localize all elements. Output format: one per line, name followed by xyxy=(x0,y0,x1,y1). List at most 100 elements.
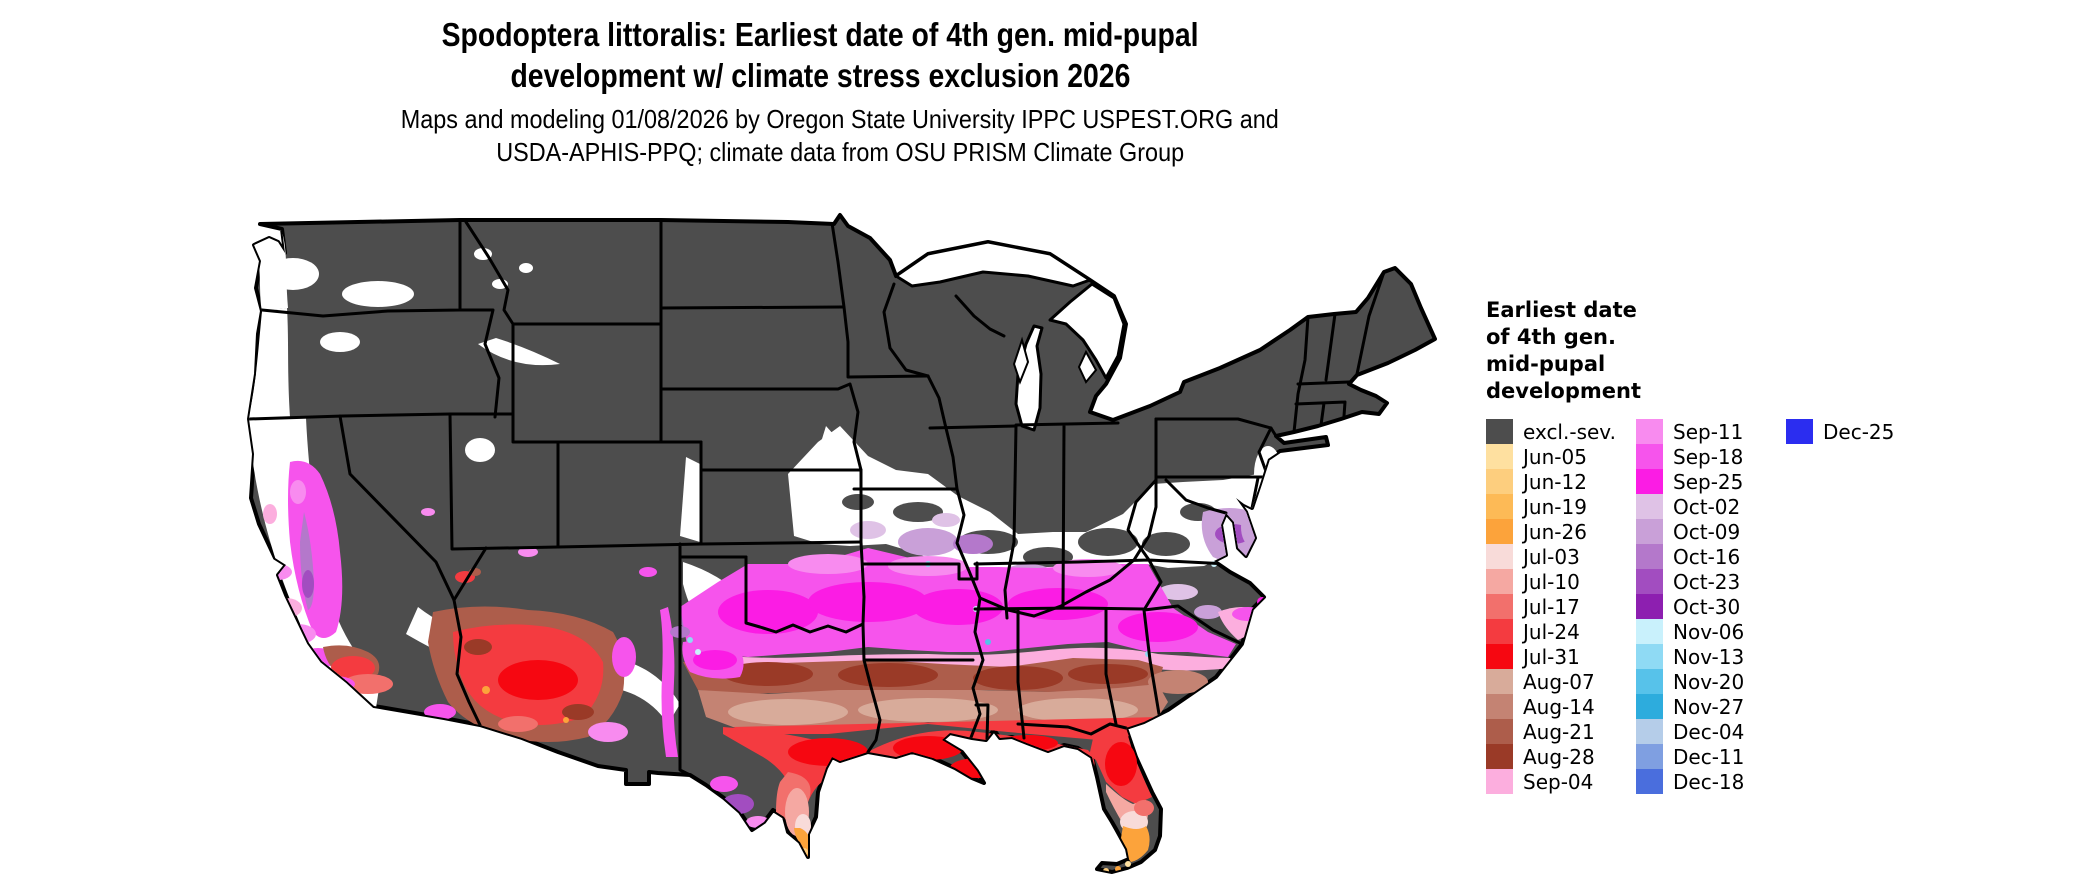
legend-item: Aug-07 xyxy=(1486,669,1636,694)
legend-swatch xyxy=(1486,469,1513,494)
legend-swatch xyxy=(1486,644,1513,669)
legend-item: Jul-31 xyxy=(1486,644,1636,669)
legend-item: Aug-28 xyxy=(1486,744,1636,769)
legend-item: Jun-05 xyxy=(1486,444,1636,469)
legend-label: Dec-18 xyxy=(1673,769,1745,794)
legend-item: Jun-26 xyxy=(1486,519,1636,544)
legend-label: Dec-25 xyxy=(1823,419,1895,444)
legend-label: Sep-11 xyxy=(1673,419,1744,444)
legend-swatch xyxy=(1486,494,1513,519)
legend-label: Nov-13 xyxy=(1673,644,1745,669)
saginaw-bay xyxy=(1077,349,1098,384)
legend-swatch xyxy=(1636,569,1663,594)
legend-item: Nov-20 xyxy=(1636,669,1786,694)
legend-swatch xyxy=(1636,719,1663,744)
legend-label: Nov-06 xyxy=(1673,619,1745,644)
legend-item: Aug-21 xyxy=(1486,719,1636,744)
legend-swatch xyxy=(1636,544,1663,569)
legend-swatch xyxy=(1636,594,1663,619)
legend-swatch xyxy=(1486,719,1513,744)
legend-swatch xyxy=(1486,619,1513,644)
legend-swatch xyxy=(1786,419,1813,444)
legend-label: Sep-25 xyxy=(1673,469,1744,494)
legend-item: Nov-27 xyxy=(1636,694,1786,719)
legend-swatch xyxy=(1486,544,1513,569)
legend-item: Oct-23 xyxy=(1636,569,1786,594)
figure-title-line1-text: Spodoptera littoralis: Earliest date of … xyxy=(441,16,1199,53)
figure-title-line1: Spodoptera littoralis: Earliest date of … xyxy=(0,14,1640,55)
legend-item: Sep-18 xyxy=(1636,444,1786,469)
legend-item: Oct-02 xyxy=(1636,494,1786,519)
legend-item: Dec-04 xyxy=(1636,719,1786,744)
legend-label: Dec-04 xyxy=(1673,719,1745,744)
lake-huron xyxy=(1048,282,1126,380)
figure-subtitle-line1-text: Maps and modeling 01/08/2026 by Oregon S… xyxy=(401,104,1279,134)
legend-item: Dec-18 xyxy=(1636,769,1786,794)
legend-swatch xyxy=(1486,419,1513,444)
legend-item: Jul-10 xyxy=(1486,569,1636,594)
legend-swatch xyxy=(1636,744,1663,769)
legend-swatch xyxy=(1486,669,1513,694)
legend-swatch xyxy=(1486,594,1513,619)
legend-swatch xyxy=(1486,769,1513,794)
legend-label: Oct-02 xyxy=(1673,494,1741,519)
figure-title-line2: development w/ climate stress exclusion … xyxy=(0,55,1640,96)
legend-column-1: excl.-sev. Jun-05 Jun-12 Jun-19 Jun-26 J… xyxy=(1486,419,1636,794)
legend-label: Nov-20 xyxy=(1673,669,1745,694)
legend-label: Sep-04 xyxy=(1523,769,1594,794)
figure-title-line2-text: development w/ climate stress exclusion … xyxy=(510,57,1130,94)
legend-item: Oct-16 xyxy=(1636,544,1786,569)
figure-header: Spodoptera littoralis: Earliest date of … xyxy=(0,14,1640,96)
legend-swatch xyxy=(1636,519,1663,544)
green-bay xyxy=(1012,336,1030,385)
legend-label: Aug-21 xyxy=(1523,719,1595,744)
legend-item: Oct-09 xyxy=(1636,519,1786,544)
legend-swatch xyxy=(1636,469,1663,494)
legend-label: Jun-12 xyxy=(1523,469,1587,494)
legend-label: Jul-24 xyxy=(1523,619,1580,644)
legend-columns: excl.-sev. Jun-05 Jun-12 Jun-19 Jun-26 J… xyxy=(1486,419,2046,794)
figure-subtitle-line2-text: USDA-APHIS-PPQ; climate data from OSU PR… xyxy=(496,137,1184,167)
legend-item: excl.-sev. xyxy=(1486,419,1636,444)
legend-swatch xyxy=(1636,419,1663,444)
legend-swatch xyxy=(1486,694,1513,719)
legend-label: Jun-19 xyxy=(1523,494,1587,519)
legend-item: Jul-17 xyxy=(1486,594,1636,619)
us-map xyxy=(228,212,1438,878)
legend-item: Oct-30 xyxy=(1636,594,1786,619)
lake-superior xyxy=(894,240,1092,288)
legend-label: Jun-26 xyxy=(1523,519,1587,544)
legend-label: Sep-18 xyxy=(1673,444,1744,469)
legend-label: excl.-sev. xyxy=(1523,419,1616,444)
legend-label: Jul-31 xyxy=(1523,644,1580,669)
legend-label: Aug-28 xyxy=(1523,744,1595,769)
legend-column-2: Sep-11 Sep-18 Sep-25 Oct-02 Oct-09 Oct-1… xyxy=(1636,419,1786,794)
legend-item: Aug-14 xyxy=(1486,694,1636,719)
legend-item: Nov-06 xyxy=(1636,619,1786,644)
map-florida-south xyxy=(1091,784,1154,872)
legend-item: Jul-03 xyxy=(1486,544,1636,569)
legend-swatch xyxy=(1636,669,1663,694)
legend-column-3: Dec-25 xyxy=(1786,419,1926,444)
legend-item: Sep-11 xyxy=(1636,419,1786,444)
legend-label: Dec-11 xyxy=(1673,744,1745,769)
legend-label: Jun-05 xyxy=(1523,444,1587,469)
map-legend: Earliest date of 4th gen. mid-pupal deve… xyxy=(1486,297,2046,794)
legend-label: Oct-09 xyxy=(1673,519,1741,544)
figure-subtitle: Maps and modeling 01/08/2026 by Oregon S… xyxy=(0,103,1680,169)
legend-swatch xyxy=(1636,644,1663,669)
legend-label: Jul-03 xyxy=(1523,544,1580,569)
legend-item: Dec-25 xyxy=(1786,419,1926,444)
legend-swatch xyxy=(1486,519,1513,544)
legend-label: Oct-30 xyxy=(1673,594,1741,619)
legend-swatch xyxy=(1636,694,1663,719)
legend-item: Jun-12 xyxy=(1486,469,1636,494)
map-great-lakes xyxy=(894,240,1126,432)
us-map-svg xyxy=(247,213,1437,874)
map-august-brown xyxy=(683,658,1163,694)
legend-title: Earliest date of 4th gen. mid-pupal deve… xyxy=(1486,298,1641,403)
legend-label: Aug-07 xyxy=(1523,669,1595,694)
legend-item: Dec-11 xyxy=(1636,744,1786,769)
legend-swatch xyxy=(1486,744,1513,769)
legend-swatch xyxy=(1486,444,1513,469)
